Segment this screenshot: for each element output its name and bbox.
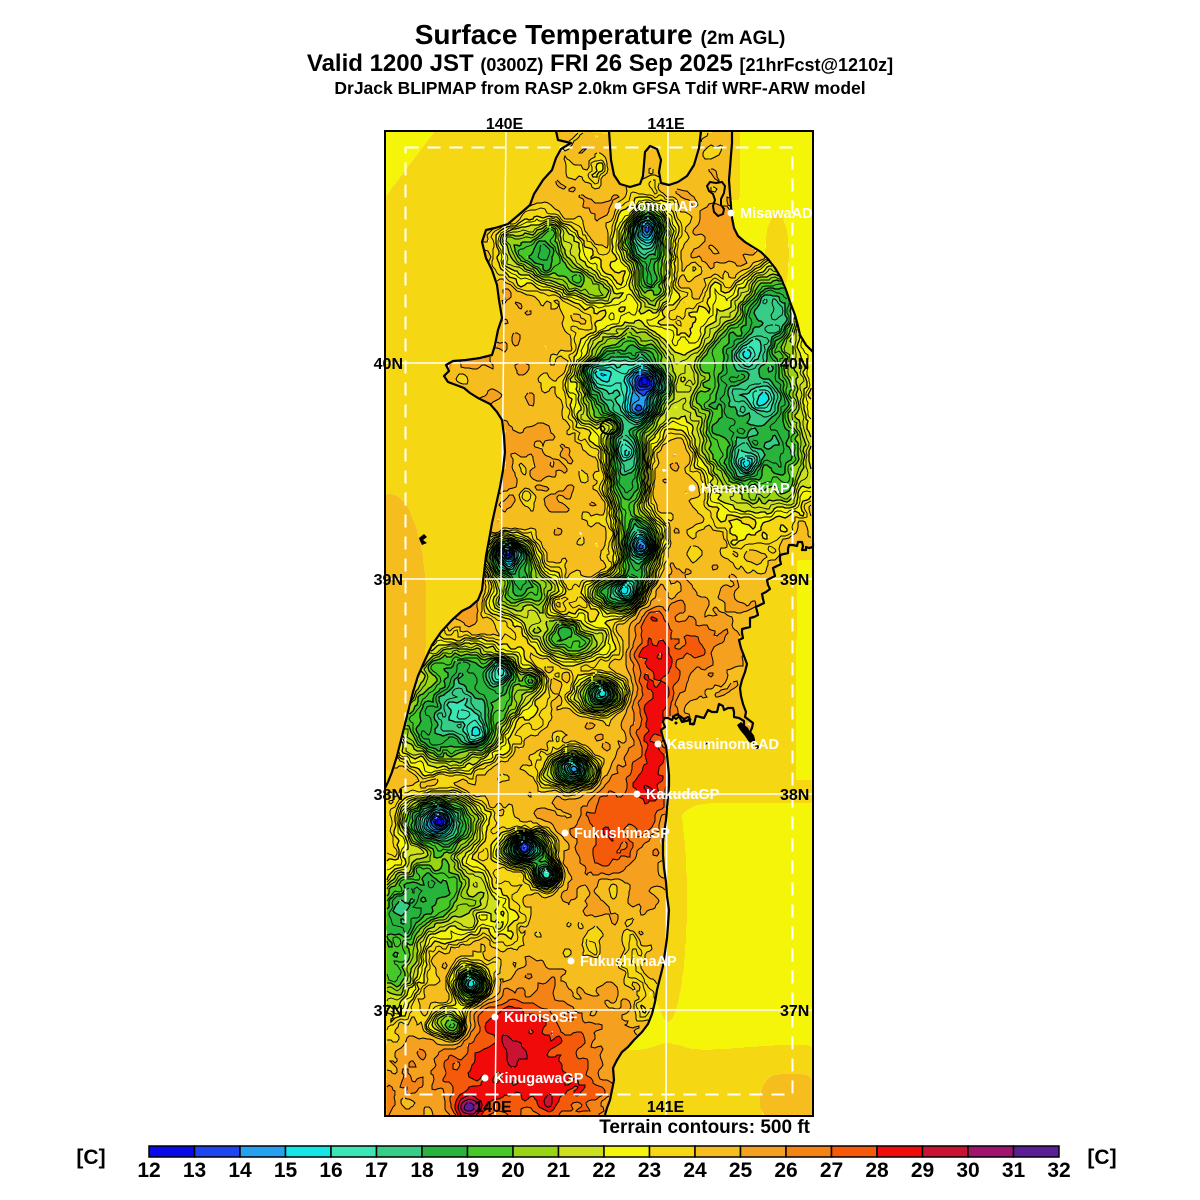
svg-text:21: 21 — [547, 1159, 571, 1182]
svg-text:141E: 141E — [647, 116, 685, 133]
svg-text:[C]: [C] — [1087, 1146, 1116, 1169]
svg-text:19: 19 — [456, 1159, 479, 1182]
svg-text:FukushimaAP: FukushimaAP — [580, 954, 677, 970]
svg-text:22: 22 — [592, 1159, 615, 1182]
svg-text:29: 29 — [911, 1159, 934, 1182]
svg-text:FukushimaSP: FukushimaSP — [574, 826, 670, 842]
svg-text:KuroisoSF: KuroisoSF — [504, 1010, 577, 1026]
svg-text:18: 18 — [410, 1159, 434, 1182]
svg-text:38N: 38N — [780, 787, 809, 804]
svg-text:140E: 140E — [486, 116, 524, 133]
svg-text:26: 26 — [774, 1159, 797, 1182]
svg-text:37N: 37N — [780, 1003, 809, 1020]
svg-text:KinugawaGP: KinugawaGP — [494, 1071, 584, 1087]
svg-text:17: 17 — [365, 1159, 388, 1182]
svg-text:KasuminomeAD: KasuminomeAD — [667, 737, 779, 753]
svg-text:AomoriAP: AomoriAP — [627, 199, 698, 215]
svg-text:39N: 39N — [780, 572, 809, 589]
svg-text:37N: 37N — [374, 1003, 403, 1020]
svg-text:27: 27 — [820, 1159, 843, 1182]
svg-text:16: 16 — [319, 1159, 342, 1182]
svg-text:HanamakiAP: HanamakiAP — [701, 481, 790, 497]
svg-text:25: 25 — [729, 1159, 753, 1182]
svg-text:39N: 39N — [374, 572, 403, 589]
svg-text:38N: 38N — [374, 787, 403, 804]
svg-text:24: 24 — [683, 1159, 707, 1182]
svg-text:32: 32 — [1047, 1159, 1070, 1182]
svg-text:MisawaAD: MisawaAD — [740, 206, 813, 222]
svg-text:40N: 40N — [374, 356, 403, 373]
svg-text:23: 23 — [638, 1159, 661, 1182]
svg-text:28: 28 — [865, 1159, 889, 1182]
svg-text:12: 12 — [137, 1159, 160, 1182]
svg-text:141E: 141E — [647, 1099, 685, 1116]
svg-text:[C]: [C] — [76, 1146, 105, 1169]
svg-text:KakudaGP: KakudaGP — [646, 787, 720, 803]
svg-text:20: 20 — [501, 1159, 524, 1182]
svg-text:15: 15 — [274, 1159, 298, 1182]
svg-text:13: 13 — [183, 1159, 206, 1182]
svg-text:140E: 140E — [474, 1099, 512, 1116]
svg-text:14: 14 — [228, 1159, 252, 1182]
svg-text:Terrain contours: 500 ft: Terrain contours: 500 ft — [599, 1117, 810, 1138]
svg-text:30: 30 — [956, 1159, 979, 1182]
svg-text:40N: 40N — [780, 356, 809, 373]
svg-text:31: 31 — [1002, 1159, 1026, 1182]
